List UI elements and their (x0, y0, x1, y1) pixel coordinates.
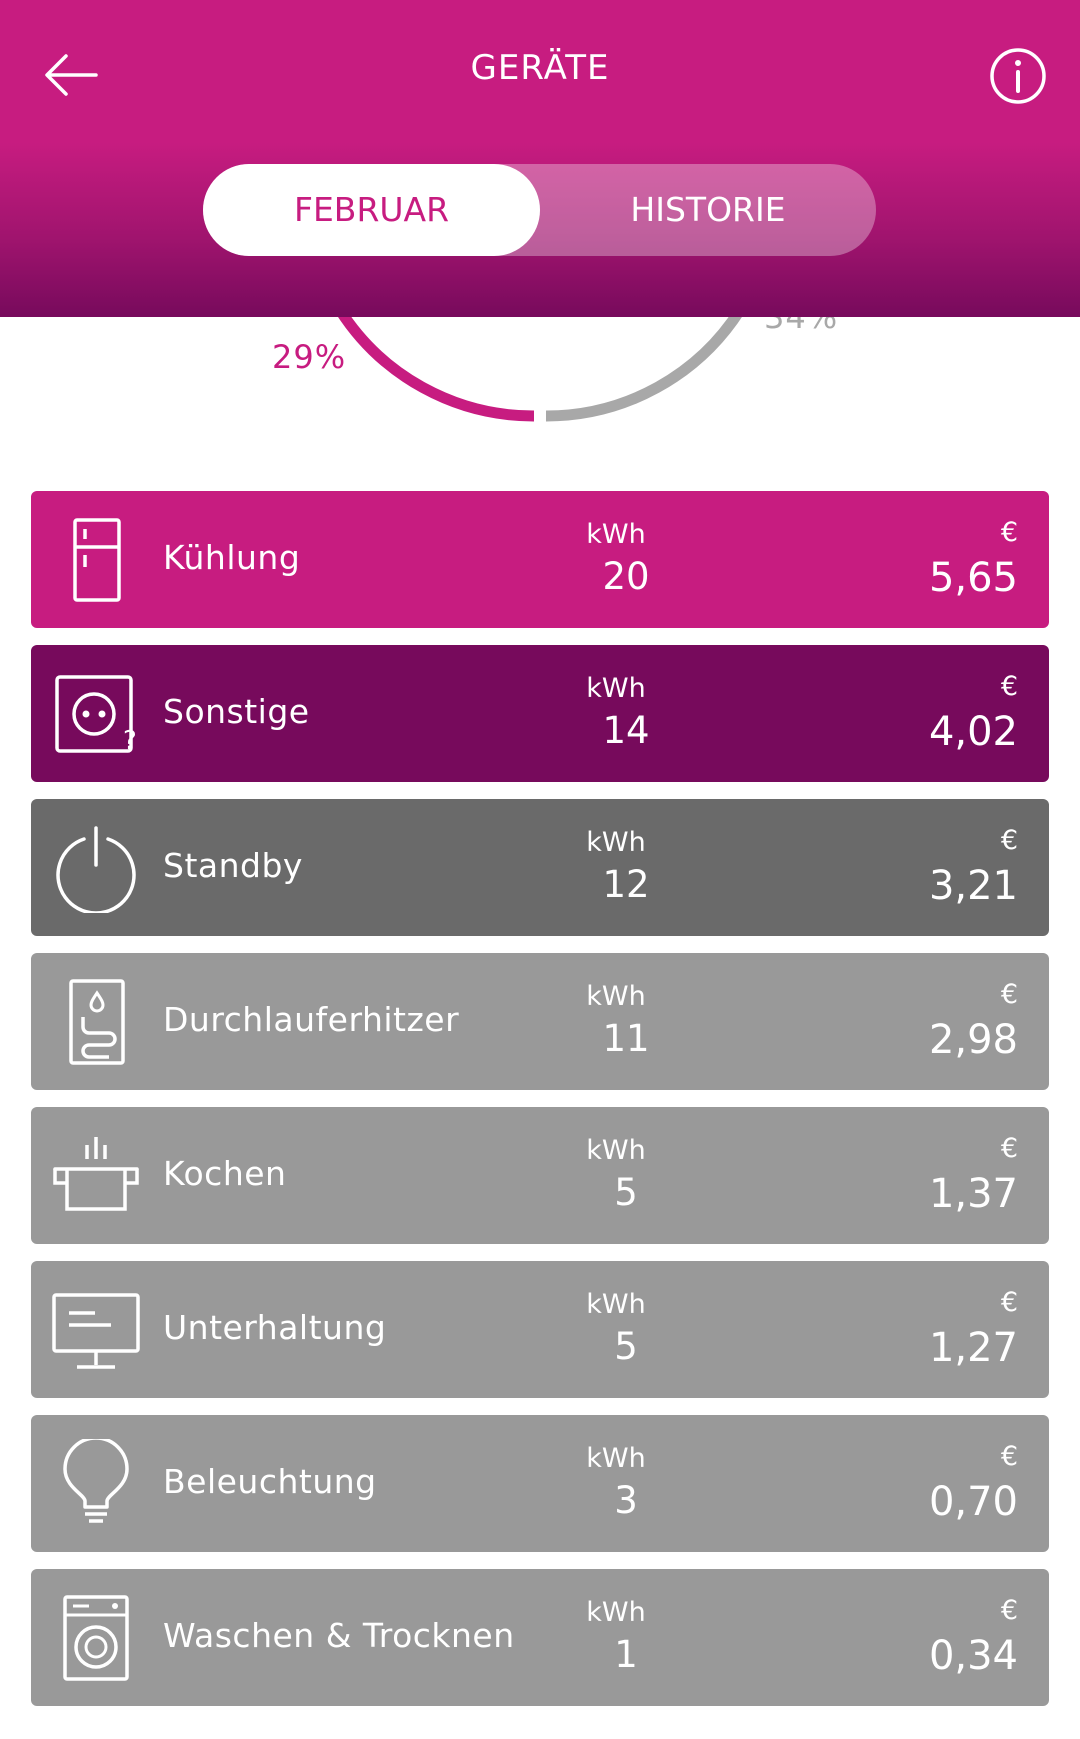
euro-value: 3,21 (928, 863, 1018, 909)
kwh-value: 5 (614, 1171, 638, 1214)
kwh-unit-label: kWh (586, 827, 646, 858)
kwh-value: 12 (602, 863, 650, 906)
info-button[interactable] (988, 46, 1048, 106)
euro-unit-label: € (1000, 825, 1018, 856)
fridge-icon (51, 515, 141, 605)
period-tabs: FEBRUAR HISTORIE (203, 164, 876, 256)
euro-unit-label: € (1000, 671, 1018, 702)
slice-label-pink: 29% (272, 338, 347, 376)
euro-value: 2,98 (928, 1017, 1018, 1063)
kwh-unit-label: kWh (586, 981, 646, 1012)
device-name: Durchlauferhitzer (163, 1000, 460, 1039)
kwh-value: 14 (602, 709, 650, 752)
euro-value: 1,27 (928, 1325, 1018, 1371)
device-row-unterhaltung[interactable]: Unterhaltung kWh 5 € 1,27 (31, 1261, 1049, 1398)
kwh-value: 5 (614, 1325, 638, 1368)
device-name: Kühlung (163, 538, 301, 577)
euro-unit-label: € (1000, 1133, 1018, 1164)
socket-icon: ? (51, 669, 141, 759)
svg-text:?: ? (123, 726, 137, 756)
euro-value: 0,70 (928, 1479, 1018, 1525)
tab-historie[interactable]: HISTORIE (630, 190, 786, 229)
kwh-unit-label: kWh (586, 519, 646, 550)
donut-slice-pink (335, 307, 535, 422)
donut-slice-grey (545, 307, 745, 422)
kwh-value: 11 (602, 1017, 650, 1060)
euro-value: 0,34 (928, 1633, 1018, 1679)
kwh-unit-label: kWh (586, 1597, 646, 1628)
device-row-kuehlung[interactable]: Kühlung kWh 20 € 5,65 (31, 491, 1049, 628)
euro-unit-label: € (1000, 1441, 1018, 1472)
euro-unit-label: € (1000, 979, 1018, 1010)
kwh-value: 1 (614, 1633, 638, 1676)
back-button[interactable] (40, 42, 110, 108)
device-name: Waschen & Trocknen (163, 1616, 515, 1655)
arrow-left-icon (45, 54, 98, 96)
device-list: Kühlung kWh 20 € 5,65 ? Sonstige kWh 14 … (31, 491, 1049, 1723)
device-name: Beleuchtung (163, 1462, 377, 1501)
kwh-value: 20 (602, 555, 650, 598)
monitor-icon (51, 1285, 141, 1375)
device-row-waschen-trocknen[interactable]: Waschen & Trocknen kWh 1 € 0,34 (31, 1569, 1049, 1706)
info-icon (990, 48, 1046, 104)
tab-februar[interactable]: FEBRUAR (203, 164, 540, 256)
euro-unit-label: € (1000, 1595, 1018, 1626)
bulb-icon (51, 1436, 141, 1529)
euro-value: 5,65 (928, 555, 1018, 601)
kwh-value: 3 (614, 1479, 638, 1522)
kwh-unit-label: kWh (586, 1135, 646, 1166)
device-name: Unterhaltung (163, 1308, 387, 1347)
power-icon (51, 823, 141, 915)
app-header: GERÄTE FEBRUAR HISTORIE (0, 0, 1080, 317)
euro-value: 1,37 (928, 1171, 1018, 1217)
device-row-durchlauferhitzer[interactable]: Durchlauferhitzer kWh 11 € 2,98 (31, 953, 1049, 1090)
device-name: Standby (163, 846, 303, 885)
device-row-kochen[interactable]: Kochen kWh 5 € 1,37 (31, 1107, 1049, 1244)
device-name: Sonstige (163, 692, 310, 731)
device-row-standby[interactable]: Standby kWh 12 € 3,21 (31, 799, 1049, 936)
device-name: Kochen (163, 1154, 287, 1193)
kwh-unit-label: kWh (586, 1289, 646, 1320)
euro-unit-label: € (1000, 517, 1018, 548)
device-row-sonstige[interactable]: ? Sonstige kWh 14 € 4,02 (31, 645, 1049, 782)
kwh-unit-label: kWh (586, 1443, 646, 1474)
euro-value: 4,02 (928, 709, 1018, 755)
water-heater-icon (51, 977, 141, 1067)
device-row-beleuchtung[interactable]: Beleuchtung kWh 3 € 0,70 (31, 1415, 1049, 1552)
kwh-unit-label: kWh (586, 673, 646, 704)
donut-svg (335, 307, 745, 422)
page-title: GERÄTE (470, 48, 610, 88)
euro-unit-label: € (1000, 1287, 1018, 1318)
washing-machine-icon (51, 1593, 141, 1683)
pot-icon (51, 1131, 141, 1221)
